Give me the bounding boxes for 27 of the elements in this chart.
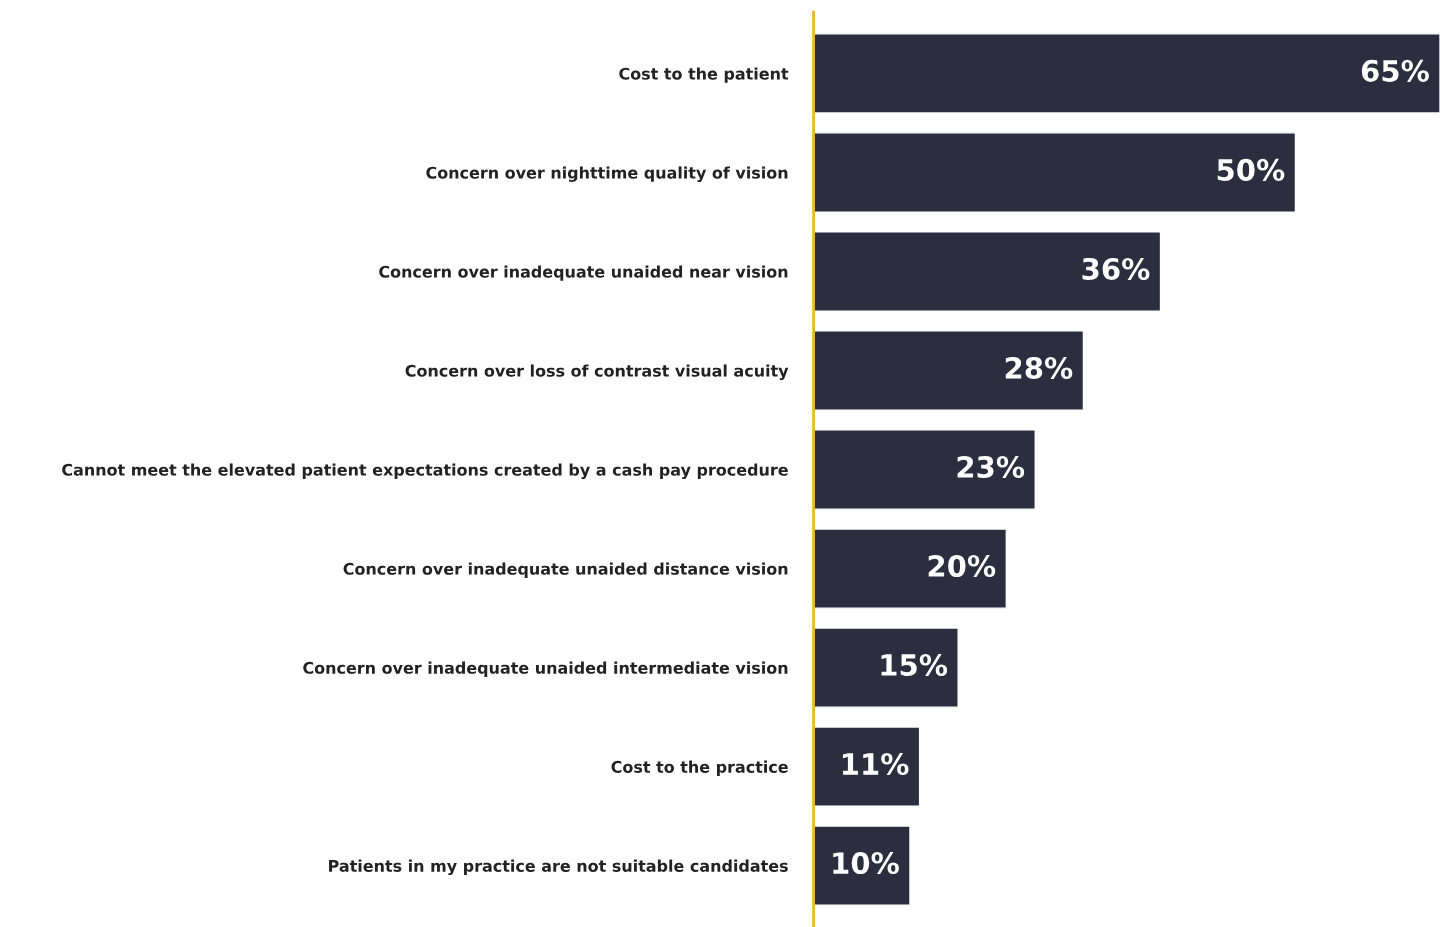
y-tick-label: Cannot meet the elevated patient expectations created by a cash pay procedure xyxy=(62,463,788,480)
bar xyxy=(813,429,1036,510)
data-label: 20% xyxy=(928,554,996,578)
data-label: 50% xyxy=(1217,158,1285,181)
bar xyxy=(813,825,911,906)
y-tick-label: Cost to the practice xyxy=(611,760,788,776)
y-tick-label: Patients in my practice are not suitable candidates xyxy=(329,859,788,876)
bar xyxy=(813,231,1162,312)
data-label: 11% xyxy=(842,752,909,776)
bar xyxy=(813,132,1297,213)
bar xyxy=(813,33,1440,114)
y-tick-label: Concern over loss of contrast visual acuity xyxy=(405,364,789,381)
y-tick-label: Concern over inadequate unaided intermediate vision xyxy=(303,661,788,677)
data-label: 65% xyxy=(1361,59,1429,82)
data-label: 28% xyxy=(1005,356,1073,379)
y-tick-label: Concern over inadequate unaided distance vision xyxy=(343,562,788,578)
data-label: 36% xyxy=(1082,257,1150,280)
bar xyxy=(813,726,921,807)
y-tick-label: Concern over inadequate unaided near vision xyxy=(379,265,788,281)
bar xyxy=(813,528,1008,609)
data-label: 10% xyxy=(833,852,899,875)
bar xyxy=(813,330,1085,411)
y-tick-label: Cost to the patient xyxy=(619,67,789,83)
y-tick-label: Concern over nighttime quality of vision xyxy=(426,166,788,182)
data-label: 15% xyxy=(881,653,948,677)
bar xyxy=(813,627,959,708)
data-label: 23% xyxy=(957,455,1025,478)
